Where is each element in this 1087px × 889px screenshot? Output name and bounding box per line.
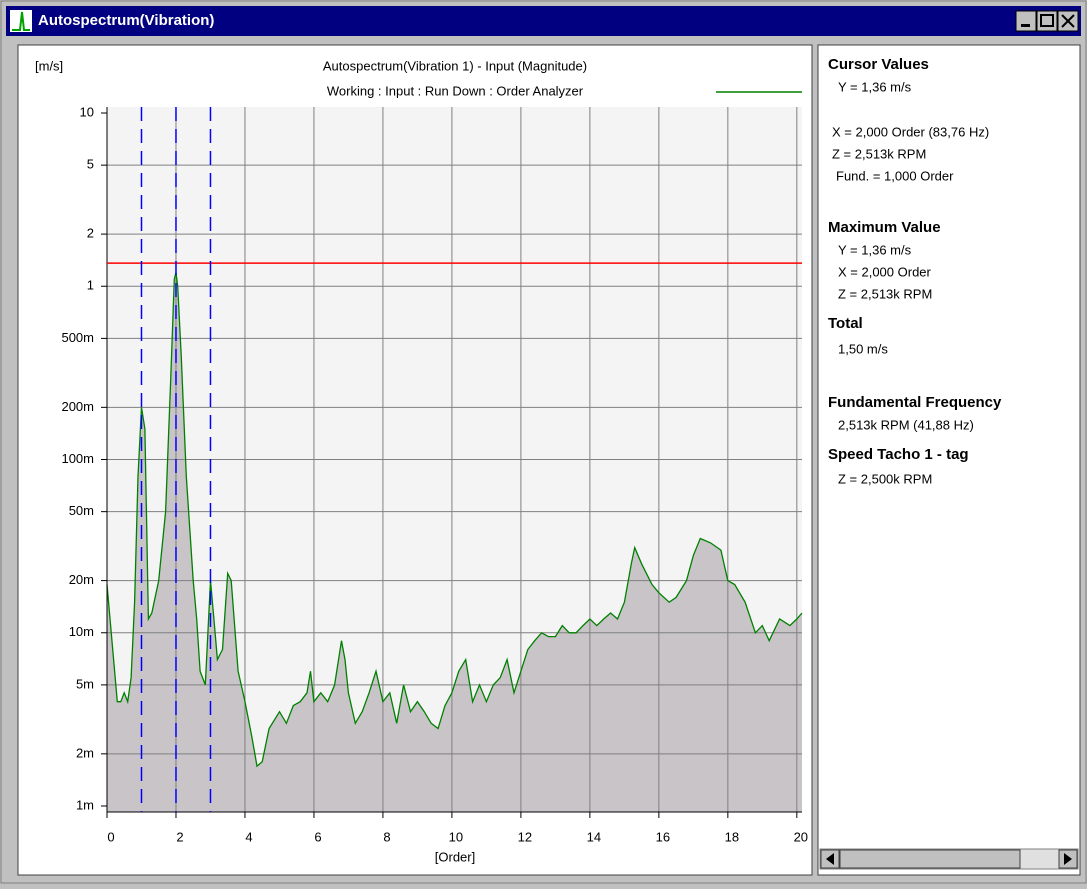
y-tick-label: 20m <box>69 572 94 587</box>
y-tick-label: 5 <box>87 157 94 172</box>
chart-subtitle: Working : Input : Run Down : Order Analy… <box>327 83 584 98</box>
title-bar <box>6 6 1081 36</box>
y-unit: [m/s] <box>35 58 63 73</box>
info-line: 1,50 m/s <box>838 341 888 356</box>
y-tick-label: 2m <box>76 745 94 760</box>
x-tick-label: 18 <box>725 829 739 844</box>
maximize-button[interactable] <box>1036 10 1058 32</box>
window-title: Autospectrum(Vibration) <box>38 12 214 29</box>
x-tick-label: 0 <box>107 829 114 844</box>
info-line: Y = 1,36 m/s <box>838 242 912 257</box>
info-line: X = 2,000 Order <box>838 264 932 279</box>
x-tick-label: 14 <box>587 829 601 844</box>
x-axis-label: [Order] <box>435 849 475 864</box>
y-tick-label: 500m <box>61 330 94 345</box>
info-line: X = 2,000 Order (83,76 Hz) <box>832 124 989 139</box>
x-tick-label: 16 <box>656 829 670 844</box>
x-tick-label: 4 <box>245 829 252 844</box>
panel-text: Cursor Values Y = 1,36 m/s X = 2,000 Ord… <box>828 56 1002 486</box>
app-icon <box>10 10 32 32</box>
section-heading: Maximum Value <box>828 219 941 236</box>
info-line: 2,513k RPM (41,88 Hz) <box>838 417 974 432</box>
y-tick-label: 1 <box>87 278 94 293</box>
close-button[interactable] <box>1057 10 1079 32</box>
info-line: Fund. = 1,000 Order <box>836 168 954 183</box>
info-panel <box>817 44 1081 876</box>
x-tick-label: 20 <box>794 829 808 844</box>
spectrum-area <box>107 272 802 812</box>
y-tick-label: 5m <box>76 676 94 691</box>
section-heading: Speed Tacho 1 - tag <box>828 446 969 463</box>
info-line: Z = 2,500k RPM <box>838 471 932 486</box>
minimize-button[interactable] <box>1015 10 1037 32</box>
info-line: Z = 2,513k RPM <box>832 146 926 161</box>
info-line: Y = 1,36 m/s <box>838 79 912 94</box>
y-tick-label: 50m <box>69 503 94 518</box>
x-tick-label: 2 <box>176 829 183 844</box>
info-line: Z = 2,513k RPM <box>838 286 932 301</box>
y-tick-label: 200m <box>61 399 94 414</box>
spectrum-line <box>106 272 803 768</box>
chart-title: Autospectrum(Vibration 1) - Input (Magni… <box>323 58 587 73</box>
x-tick-label: 8 <box>383 829 390 844</box>
y-tick-label: 10m <box>69 624 94 639</box>
section-heading: Fundamental Frequency <box>828 394 1002 411</box>
scrollbar[interactable] <box>819 848 1079 870</box>
section-heading: Cursor Values <box>828 56 929 73</box>
y-tick-label: 10 <box>80 104 94 119</box>
x-tick-label: 12 <box>518 829 532 844</box>
x-tick-label: 6 <box>314 829 321 844</box>
y-tick-label: 1m <box>76 797 94 812</box>
x-tick-label: 10 <box>449 829 463 844</box>
section-heading: Total <box>828 315 863 332</box>
y-tick-label: 2 <box>87 226 94 241</box>
y-tick-label: 100m <box>61 451 94 466</box>
